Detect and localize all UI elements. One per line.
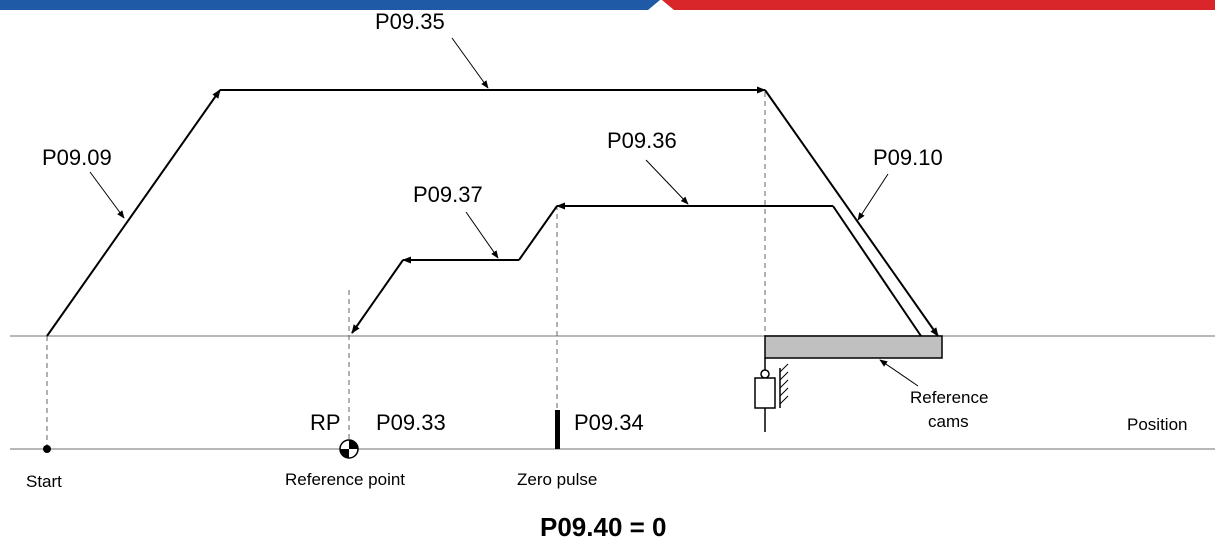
zero-pulse-marker — [555, 410, 560, 449]
pointer-p0910 — [857, 173, 889, 221]
guide-lines — [46, 92, 766, 449]
header-bar-red — [662, 0, 1215, 10]
pointer-reference-cams — [879, 359, 919, 387]
pointer-p0935 — [451, 37, 489, 89]
label-reference-cams-line1: Reference — [910, 388, 988, 407]
label-p0909: P09.09 — [42, 145, 112, 170]
header-bar — [0, 0, 1215, 10]
header-bar-blue — [0, 0, 660, 10]
label-position: Position — [1127, 415, 1187, 434]
reference-cam-rect — [764, 335, 943, 359]
label-p0937: P09.37 — [413, 182, 483, 207]
pointer-p0936 — [645, 159, 689, 205]
label-reference-cams-line2: cams — [928, 412, 969, 431]
pointer-p0937 — [465, 211, 499, 259]
pointer-p0909 — [89, 171, 125, 219]
label-zero-pulse: Zero pulse — [517, 470, 597, 489]
label-p0933: P09.33 — [376, 410, 446, 435]
label-reference-point: Reference point — [285, 470, 405, 489]
reference-point-icon — [339, 439, 359, 459]
label-start: Start — [26, 472, 62, 491]
limit-switch-icon — [754, 358, 789, 432]
decel-to-creep — [518, 205, 558, 261]
label-p0934: P09.34 — [574, 410, 644, 435]
label-p0936: P09.36 — [607, 128, 677, 153]
final-decel — [351, 259, 404, 334]
pointer-lines — [89, 37, 919, 387]
reverse-ramp — [832, 205, 922, 337]
label-p0935: P09.35 — [375, 9, 445, 34]
formula-label: P09.40 = 0 — [540, 512, 667, 542]
velocity-profile — [46, 86, 939, 337]
label-p0910: P09.10 — [873, 145, 943, 170]
label-rp: RP — [310, 410, 341, 435]
accel-ramp — [46, 89, 221, 337]
decel-ramp — [764, 89, 939, 337]
start-point-marker — [43, 445, 51, 453]
